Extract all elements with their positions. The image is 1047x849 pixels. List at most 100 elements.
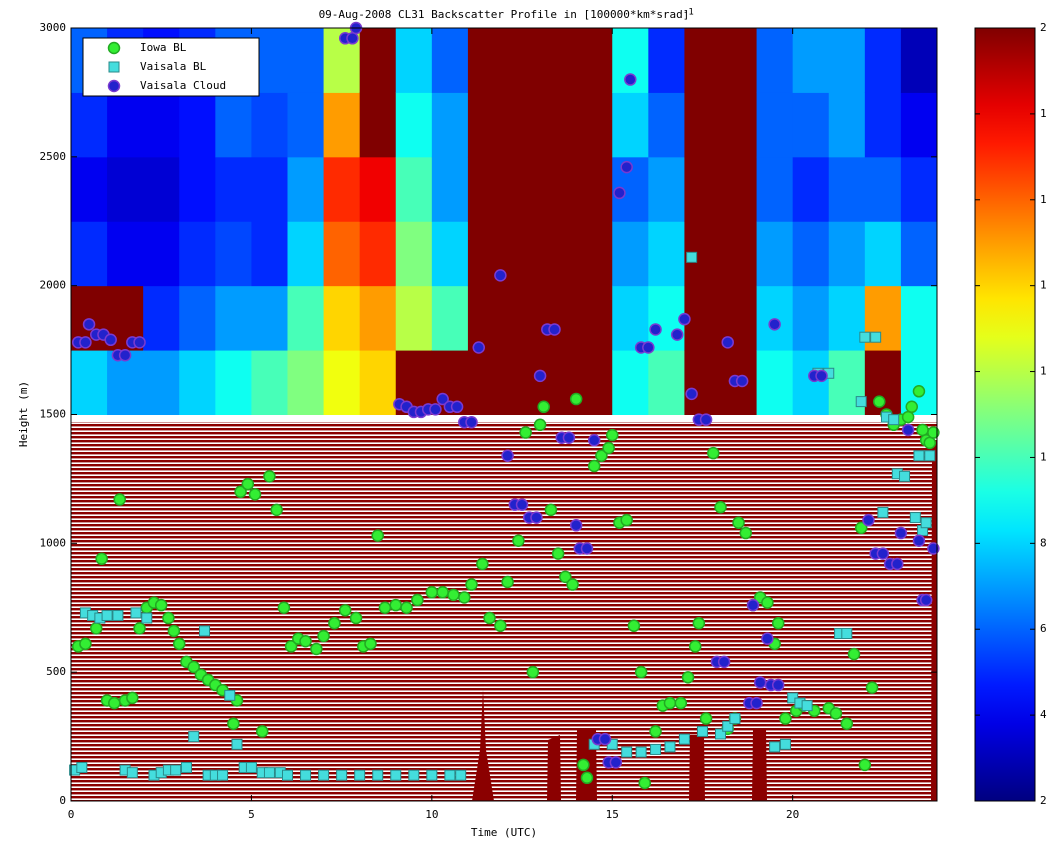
square-marker [231, 738, 243, 750]
heat-cell [756, 350, 794, 415]
circle-marker [620, 160, 633, 174]
square-marker [199, 625, 211, 637]
heat-cell [431, 92, 469, 158]
heat-cell [612, 92, 649, 158]
circle-marker [674, 696, 688, 710]
circle-marker [277, 601, 291, 614]
square-marker [888, 414, 900, 426]
heat-cell [467, 285, 505, 351]
circle-marker [873, 395, 886, 408]
circle-marker [519, 426, 532, 439]
circle-marker [234, 485, 247, 499]
circle-marker [299, 634, 312, 648]
circle-marker [162, 611, 175, 625]
circle-marker [858, 758, 872, 772]
heat-cell [720, 28, 758, 93]
heat-cell [576, 221, 613, 287]
heat-cell [287, 221, 325, 287]
square-marker [112, 609, 124, 621]
circle-marker [533, 369, 547, 383]
heat-cell [828, 221, 866, 287]
heat-cell [864, 28, 902, 93]
heat-cell [215, 221, 252, 287]
circle-marker [862, 513, 875, 527]
circle-marker [634, 665, 648, 679]
heat-cell [323, 156, 361, 222]
y-tick-label: 500 [46, 665, 66, 678]
circle-marker [465, 415, 478, 429]
square-marker [372, 769, 384, 781]
heat-cell [179, 156, 216, 222]
title-exponent: -1 [683, 8, 694, 18]
heat-cell [143, 156, 180, 222]
circle-marker [450, 400, 464, 414]
colorbar-tick-label: 180 [1040, 107, 1047, 120]
circle-marker [458, 591, 471, 604]
circle-marker [753, 676, 767, 689]
heat-cell [215, 156, 252, 222]
square-marker [920, 517, 932, 529]
heat-cell [251, 156, 288, 222]
circle-marker [670, 328, 684, 341]
heat-cell [900, 92, 938, 158]
circle-marker [79, 336, 92, 349]
circle-marker [739, 526, 753, 540]
y-tick-label: 2500 [40, 150, 67, 163]
square-marker [635, 746, 647, 758]
heat-cell [395, 156, 433, 222]
circle-marker [544, 503, 558, 517]
circle-marker [609, 756, 623, 769]
heat-cell [540, 92, 577, 158]
circle-marker [530, 511, 543, 524]
circle-marker [537, 400, 550, 414]
circle-marker [732, 516, 745, 529]
heat-cell [71, 156, 108, 222]
circle-marker [840, 717, 854, 730]
square-marker [909, 512, 921, 524]
heat-cell [612, 221, 649, 287]
circle-marker [284, 640, 298, 653]
circle-marker [746, 598, 760, 612]
square-marker [170, 764, 182, 776]
heat-cell [792, 28, 830, 93]
square-marker [336, 769, 348, 781]
square-marker [870, 331, 882, 343]
heat-cell [612, 350, 649, 415]
circle-marker [815, 369, 828, 383]
circle-marker [364, 637, 377, 651]
heat-cell [215, 350, 252, 415]
heat-cell [251, 285, 288, 351]
heat-cell [684, 350, 721, 415]
circle-marker [916, 423, 929, 437]
circle-marker [638, 776, 651, 790]
heat-cell [612, 285, 649, 351]
y-tick-label: 0 [59, 794, 66, 807]
circle-marker [649, 323, 662, 336]
heat-cell [107, 221, 144, 287]
circle-marker [90, 622, 103, 635]
circle-marker [436, 392, 449, 406]
square-marker [390, 769, 402, 781]
heat-cell [792, 350, 830, 415]
circle-marker [108, 696, 121, 710]
circle-marker [927, 426, 940, 439]
heat-cell [540, 28, 577, 93]
colorbar-tick-label: 40 [1040, 708, 1047, 721]
heat-cell [900, 28, 938, 93]
heat-cell [287, 28, 325, 93]
square-marker [141, 612, 153, 624]
heat-cell [720, 92, 758, 158]
heat-cell [756, 156, 794, 222]
square-marker [426, 769, 438, 781]
square-marker [217, 769, 229, 781]
circle-marker [927, 542, 940, 555]
colorbar-tick-label: 80 [1040, 536, 1047, 549]
low-range-layer [71, 422, 937, 801]
heat-cell [900, 156, 938, 222]
legend-marker [108, 61, 120, 73]
square-marker [354, 769, 366, 781]
square-marker [101, 609, 113, 621]
circle-marker [905, 400, 918, 414]
circle-marker [912, 385, 926, 398]
circle-marker [82, 318, 96, 331]
